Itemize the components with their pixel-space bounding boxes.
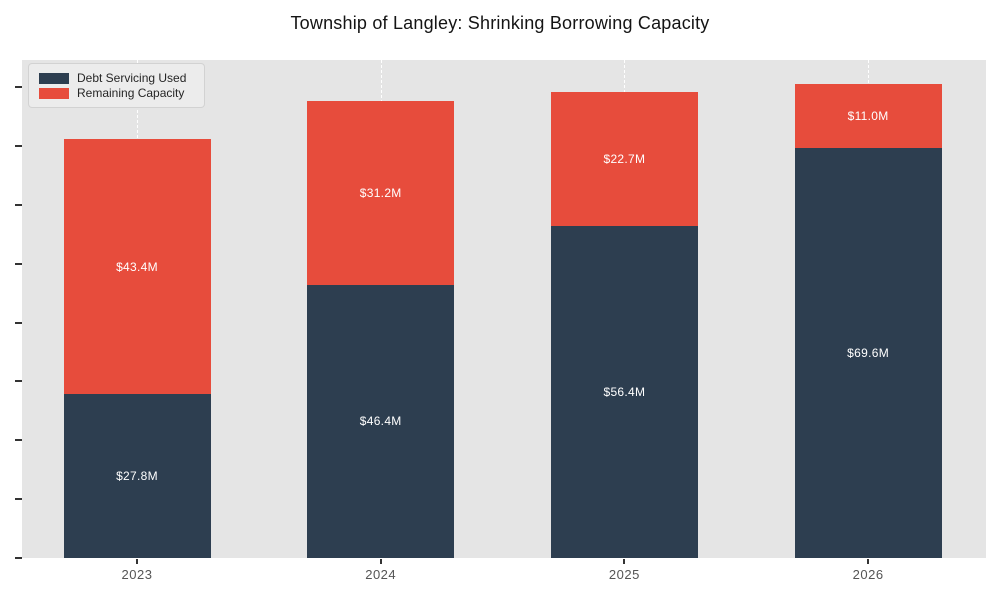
bar-segment-debt-servicing-used-2026: $69.6M	[794, 148, 942, 558]
bar-segment-debt-servicing-used-2023: $27.8M	[63, 394, 211, 558]
x-axis-label: 2025	[608, 567, 640, 582]
x-axis-tick	[867, 559, 870, 564]
bar-value-label: $27.8M	[116, 469, 158, 484]
x-axis-tick	[379, 559, 382, 564]
bar-value-label: $56.4M	[603, 385, 646, 399]
y-axis-tick	[15, 557, 22, 559]
bar-value-label: $11.0M	[847, 108, 889, 123]
x-axis-tick	[136, 559, 138, 564]
x-axis-tick	[623, 559, 626, 564]
y-axis-tick	[15, 380, 22, 383]
x-axis-label: 2024	[365, 567, 397, 582]
bar-segment-remaining-capacity-2025: $22.7M	[550, 92, 698, 226]
y-axis-tick	[15, 262, 22, 265]
bar-segment-remaining-capacity-2026: $11.0M	[794, 83, 942, 149]
legend-label-remaining-capacity: Remaining Capacity	[77, 86, 185, 100]
chart-title: Township of Langley: Shrinking Borrowing…	[290, 13, 710, 33]
legend-item-debt-servicing-used: Debt Servicing Used	[39, 71, 194, 85]
legend-item-remaining-capacity: Remaining Capacity	[39, 86, 194, 100]
bar-value-label: $22.7M	[603, 152, 646, 167]
y-axis-tick	[15, 498, 22, 501]
y-axis-tick	[15, 144, 22, 147]
legend-swatch-remaining-capacity	[39, 87, 69, 99]
bar-segment-remaining-capacity-2024: $31.2M	[307, 101, 455, 285]
y-axis-tick	[15, 86, 22, 89]
legend-swatch-debt-servicing-used	[39, 72, 69, 84]
bar-value-label: $46.4M	[359, 414, 402, 429]
legend: Debt Servicing Used Remaining Capacity	[28, 63, 205, 108]
bar-segment-remaining-capacity-2023: $43.4M	[63, 138, 211, 395]
x-axis-label: 2026	[852, 567, 884, 582]
x-axis-label: 2023	[121, 567, 153, 582]
bar-value-label: $69.6M	[847, 346, 889, 361]
y-axis-tick	[15, 203, 22, 206]
legend-label-debt-servicing-used: Debt Servicing Used	[77, 71, 187, 85]
bar-value-label: $43.4M	[116, 259, 158, 274]
bar-segment-debt-servicing-used-2024: $46.4M	[307, 284, 455, 558]
bar-segment-debt-servicing-used-2025: $56.4M	[550, 226, 698, 558]
bar-value-label: $31.2M	[359, 186, 402, 201]
y-axis-tick	[15, 321, 22, 324]
y-axis-tick	[15, 439, 22, 442]
